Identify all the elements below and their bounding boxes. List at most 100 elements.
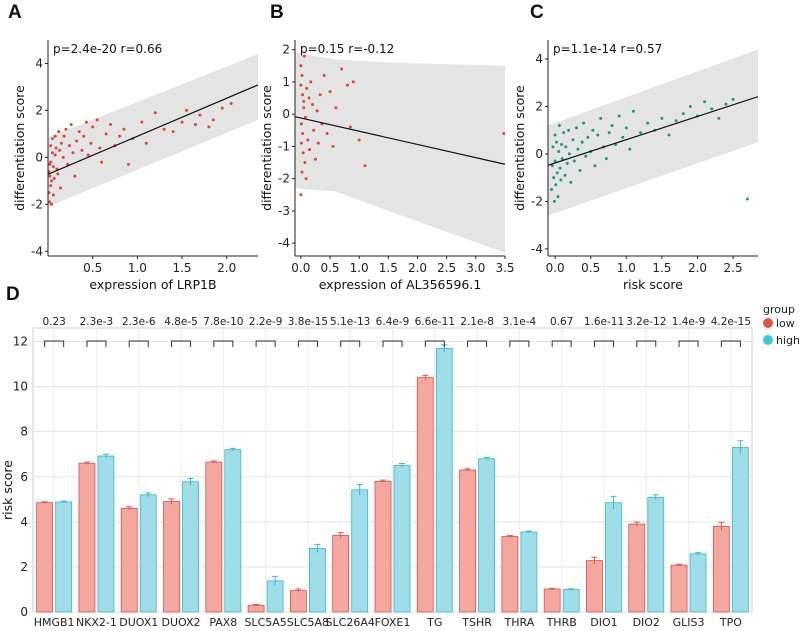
data-point (660, 116, 664, 120)
bar-hight-duox2 (182, 481, 199, 613)
data-point (299, 193, 303, 197)
data-point (302, 106, 306, 110)
data-point (318, 93, 322, 97)
data-point (563, 173, 567, 177)
bar-low-slc26a4 (332, 534, 350, 613)
data-point (50, 179, 54, 183)
p-value-label: 3.1e-4 (503, 316, 537, 328)
data-point (299, 83, 303, 87)
bar-hight-tshr (478, 458, 495, 613)
data-point (639, 131, 643, 135)
data-point (117, 134, 121, 138)
category-label: NKX2-1 (76, 616, 117, 629)
data-point (301, 131, 305, 135)
confidence-band (548, 49, 758, 216)
data-point (340, 67, 344, 71)
data-point (703, 100, 707, 104)
x-tick-label: 1.0 (350, 261, 369, 275)
data-point (51, 193, 55, 197)
x-tick-label: 3.0 (466, 261, 485, 275)
bar-hight-nkx2-1 (97, 455, 115, 613)
y-tick-label: 12 (13, 335, 28, 349)
data-point (50, 137, 54, 141)
category-label: SLC5A5 (244, 616, 286, 629)
y-tick-label: -2 (278, 172, 290, 186)
data-point (309, 80, 313, 84)
bar-low-dio1 (586, 560, 603, 613)
category-label: DUOX2 (162, 616, 201, 629)
significance-bracket (509, 340, 530, 347)
y-tick-label: -4 (31, 244, 43, 258)
data-point (667, 133, 671, 137)
bar-hight-tpo (731, 447, 749, 613)
y-tick-label: -1 (278, 139, 290, 153)
data-point (558, 166, 562, 170)
category-label: DIO2 (633, 616, 660, 629)
data-point (57, 130, 61, 134)
data-point (599, 116, 603, 120)
data-point (95, 118, 99, 122)
fit-line (48, 84, 258, 175)
x-tick-label: 1.0 (128, 261, 147, 275)
bar-hight-thra (520, 531, 538, 613)
panel-label: B (270, 2, 284, 23)
p-value-label: 1.6e-11 (584, 316, 624, 328)
legend-title: group (763, 303, 795, 316)
data-point (50, 151, 54, 155)
y-tick-label: 1 (282, 75, 290, 89)
x-tick-label: 3.5 (495, 261, 514, 275)
data-point (624, 126, 628, 130)
data-point (59, 141, 63, 145)
data-point (140, 120, 144, 124)
data-point (312, 128, 316, 132)
data-point (628, 147, 632, 151)
category-label: GLIS3 (673, 616, 705, 629)
bar-hight-dio2 (647, 497, 665, 613)
panel-label: C (530, 2, 544, 23)
data-point (73, 174, 77, 178)
category-label: DIO1 (590, 616, 617, 629)
scatter-panel-c: C 0.0 0.5 1.0 1.5 2.0 2.5 -4 -2 0 2 4 risk score diff… (512, 2, 758, 292)
data-point (562, 131, 566, 135)
data-point (346, 83, 349, 87)
data-point (306, 138, 310, 142)
data-point (582, 121, 586, 125)
significance-bracket (593, 340, 614, 347)
y-tick-label: 0 (535, 147, 543, 161)
bar-low-tpo (712, 525, 730, 613)
bar-low-duox1 (120, 507, 138, 613)
data-point (560, 157, 564, 161)
data-point (207, 125, 211, 129)
bar-hight-thrb (562, 589, 580, 613)
x-tick-label: 1.5 (379, 261, 398, 275)
x-tick-label: 1.5 (172, 261, 191, 275)
x-tick-label: 2.5 (437, 261, 456, 275)
data-point (77, 130, 81, 134)
data-point (58, 148, 62, 152)
data-point (502, 131, 505, 135)
data-point (681, 112, 685, 116)
x-axis-title: expression of AL356596.1 (319, 277, 482, 292)
data-point (351, 80, 355, 84)
data-point (313, 157, 317, 161)
data-point (50, 202, 54, 206)
data-point (604, 157, 608, 161)
data-point (49, 184, 53, 188)
data-point (556, 195, 560, 199)
data-point (724, 102, 728, 106)
data-point (553, 133, 557, 137)
plot-area (548, 49, 758, 216)
bar-low-glis3 (670, 564, 688, 613)
data-point (559, 178, 563, 182)
data-point (550, 164, 554, 168)
y-tick-label: 0 (35, 150, 43, 164)
confidence-band (48, 54, 258, 207)
data-point (185, 108, 189, 112)
data-point (71, 151, 75, 155)
y-tick-label: 2 (535, 99, 543, 113)
correlation-annotation: p=1.1e-14 r=0.57 (553, 42, 662, 56)
data-point (54, 146, 58, 150)
bar-hight-glis3 (689, 553, 707, 613)
data-point (552, 176, 556, 180)
